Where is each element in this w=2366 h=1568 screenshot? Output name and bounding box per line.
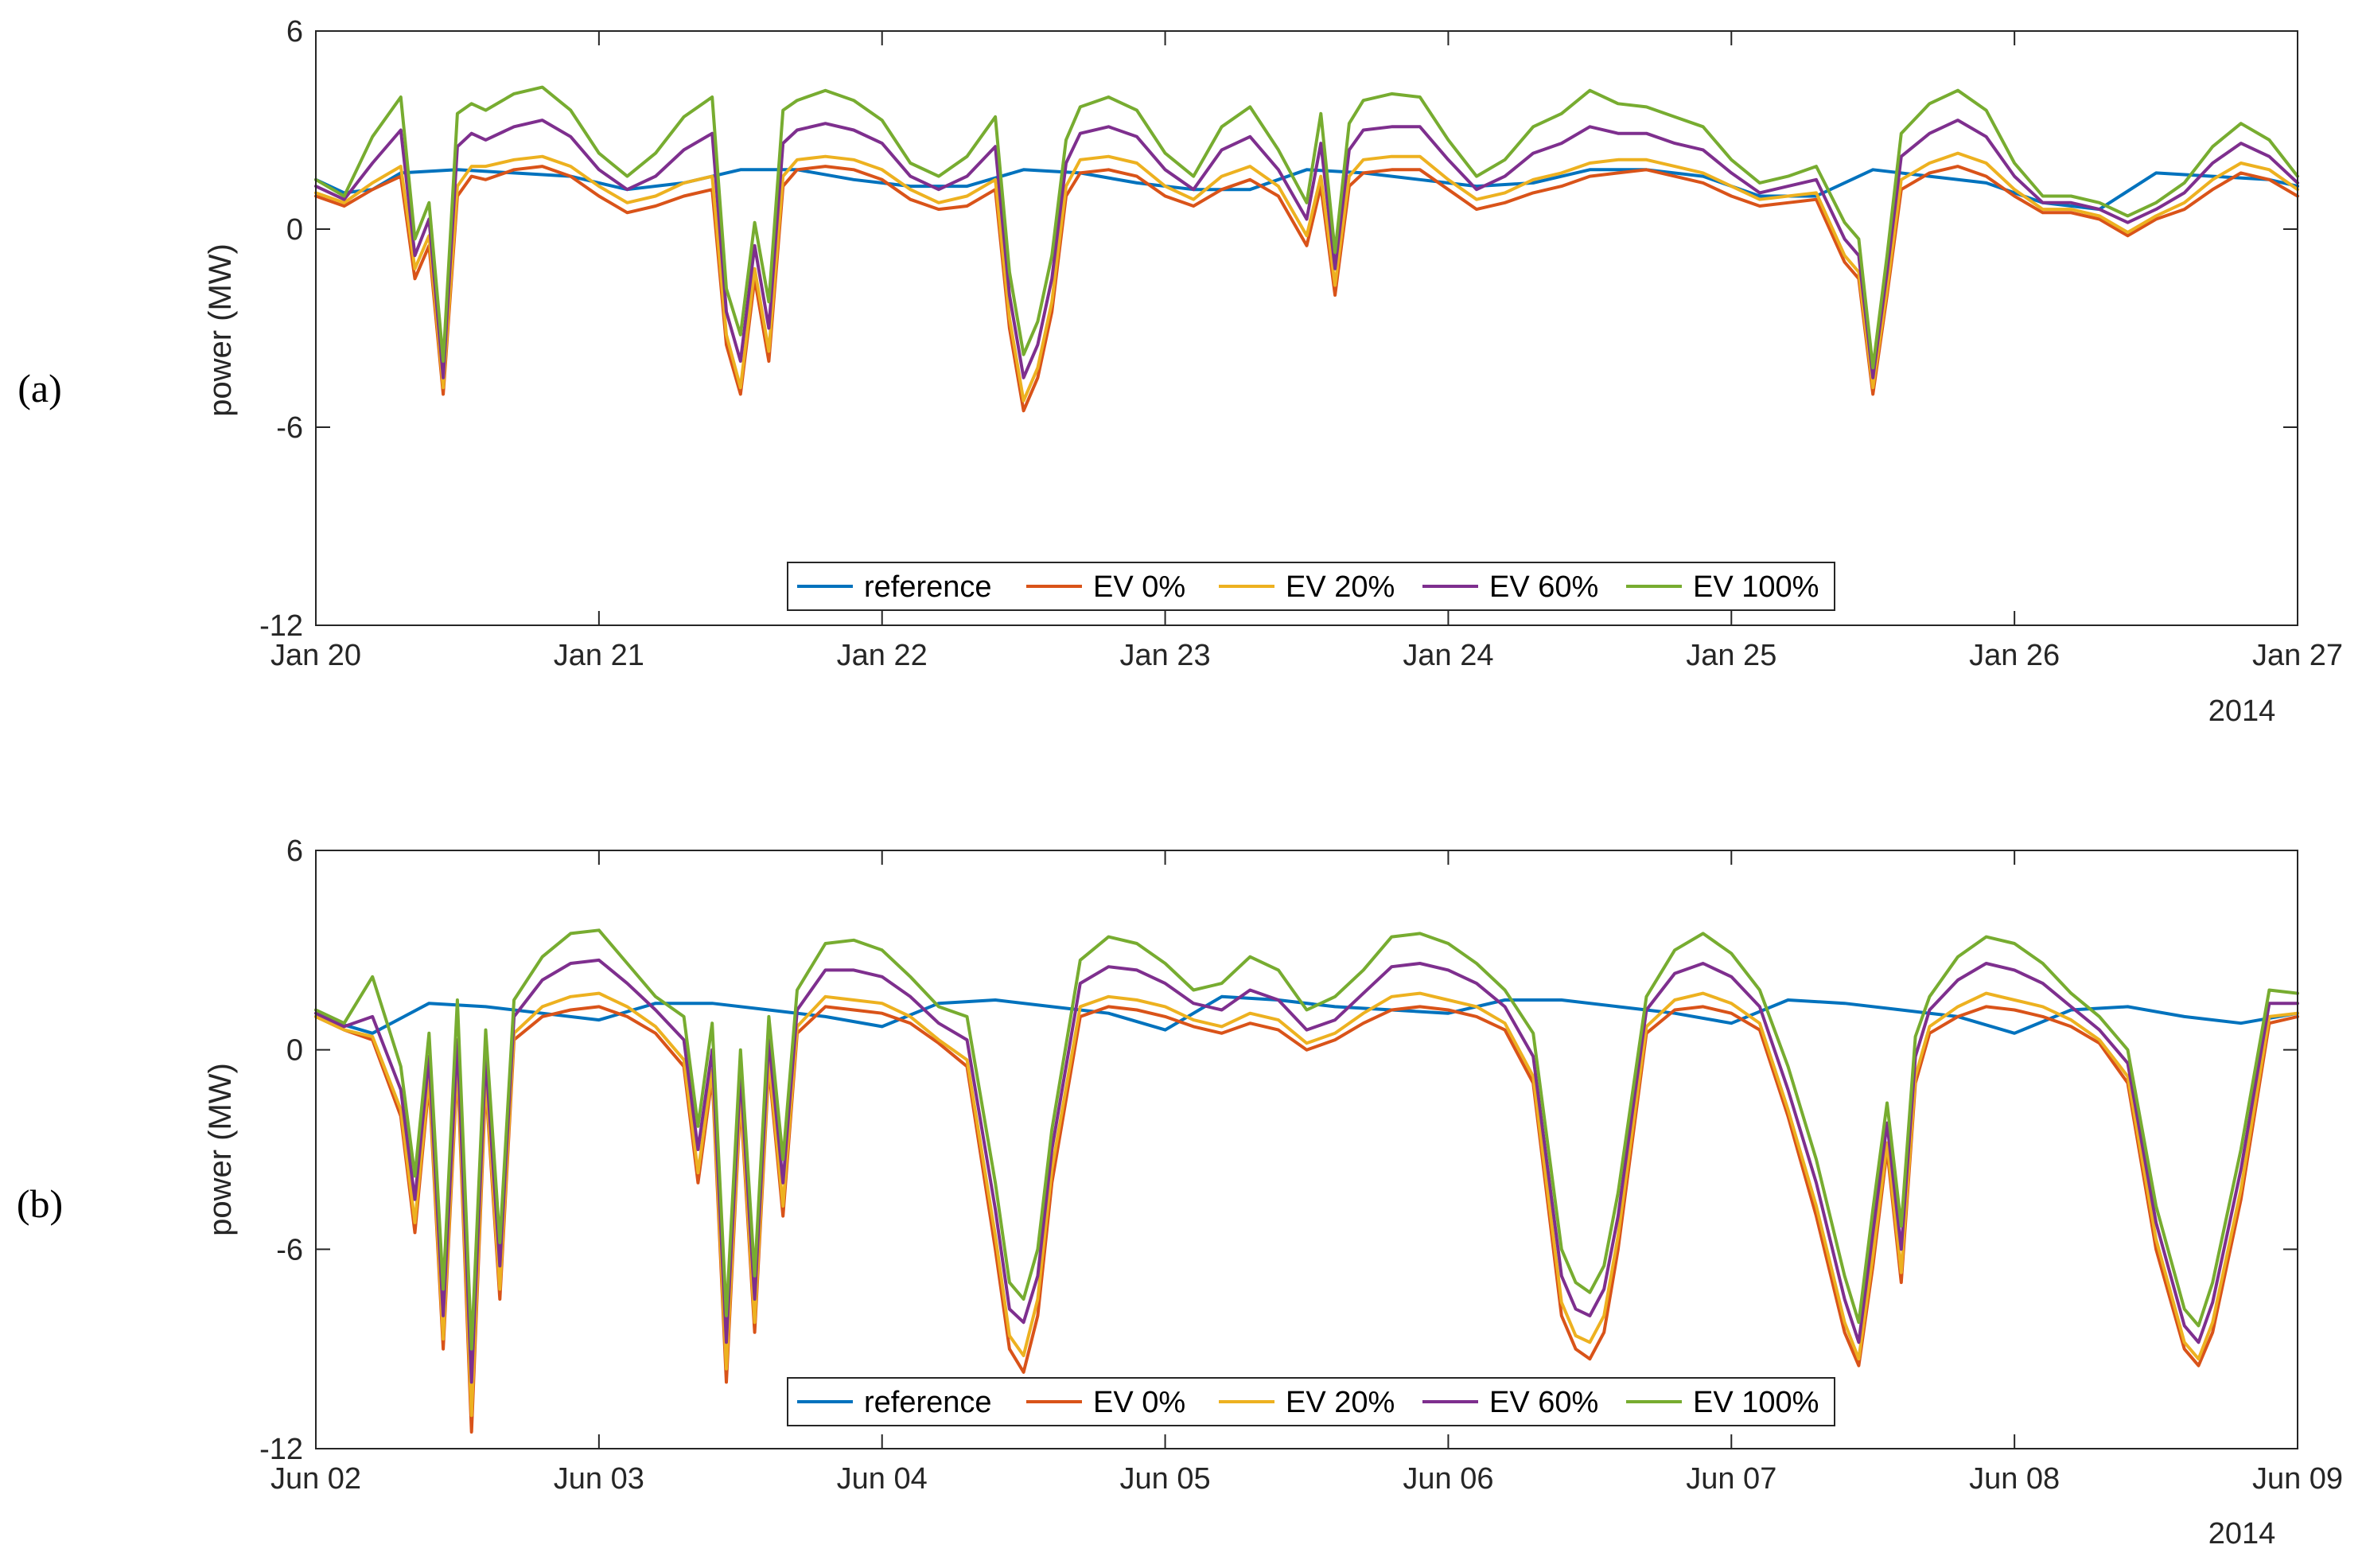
x-tick-label: Jan 21: [554, 639, 644, 672]
x-tick-label: Jun 08: [1969, 1462, 2060, 1496]
series-layer: [314, 85, 2299, 413]
series-line-reference: [314, 168, 2299, 212]
series-line-ev-0: [314, 165, 2299, 413]
series-line-ev-20: [314, 151, 2299, 403]
legend-label: EV 0%: [1093, 1386, 1185, 1419]
year-label: 2014: [2208, 1517, 2276, 1550]
legend[interactable]: reference EV 0% EV 20% EV 60% EV 100%: [787, 1377, 1835, 1426]
y-tick-label: -6: [276, 411, 303, 445]
panel-label: (a): [18, 366, 62, 410]
legend-label: EV 100%: [1693, 570, 1819, 604]
series-line-ev-20: [314, 991, 2299, 1418]
legend-label: reference: [864, 570, 992, 604]
x-tick-label: Jun 06: [1403, 1462, 1493, 1496]
panel-label: (b): [17, 1181, 63, 1226]
x-tick-label: Jun 09: [2252, 1462, 2343, 1496]
series-line-ev-0: [314, 1005, 2299, 1434]
legend-label: reference: [864, 1386, 992, 1419]
ticks-layer: -12 -6 0 6 Jun 02 Jun 03 Jun 04 Jun 05 Jun 06 Jun…: [259, 835, 2343, 1496]
legend-label: EV 60%: [1489, 1386, 1598, 1419]
y-axis-label: power (MW): [203, 1063, 238, 1236]
x-tick-label: Jan 22: [837, 639, 928, 672]
x-tick-label: Jan 26: [1969, 639, 2060, 672]
x-tick-label: Jan 23: [1120, 639, 1211, 672]
y-tick-label: -12: [259, 609, 303, 643]
series-line-ev-60: [314, 119, 2299, 379]
series-line-ev-60: [314, 958, 2299, 1384]
y-tick-label: -12: [259, 1433, 303, 1466]
legend-label: EV 100%: [1693, 1386, 1819, 1419]
plot-frame: [315, 30, 2298, 626]
series-line-reference: [314, 994, 2299, 1035]
x-tick-label: Jan 27: [2252, 639, 2343, 672]
year-label: 2014: [2208, 695, 2276, 728]
x-tick-label: Jun 03: [554, 1462, 644, 1496]
y-tick-label: -6: [276, 1233, 303, 1266]
legend-label: EV 20%: [1286, 1386, 1395, 1419]
y-tick-label: 6: [286, 15, 303, 49]
series-line-ev-100: [314, 928, 2299, 1351]
x-tick-label: Jun 04: [837, 1462, 928, 1496]
plot-frame: [315, 850, 2298, 1449]
panel-b: (b) power (MW) -12 -6 0 6 Jun 02 Jun 03 Jun 04…: [17, 835, 2343, 1550]
x-tick-label: Jun 07: [1686, 1462, 1776, 1496]
legend[interactable]: reference EV 0% EV 20% EV 60% EV 100%: [787, 562, 1835, 611]
x-tick-label: Jan 20: [270, 639, 361, 672]
legend-label: EV 60%: [1489, 570, 1598, 604]
x-tick-label: Jan 25: [1686, 639, 1776, 672]
legend-label: EV 20%: [1286, 570, 1395, 604]
y-tick-label: 6: [286, 835, 303, 868]
series-layer: [314, 928, 2299, 1434]
ticks-layer: -12 -6 0 6 Jan 20 Jan 21 Jan 22 Jan 23 Jan 24 Jan…: [259, 15, 2343, 672]
x-tick-label: Jun 05: [1120, 1462, 1211, 1496]
y-tick-label: 0: [286, 1034, 303, 1068]
series-line-ev-100: [314, 85, 2299, 370]
x-tick-label: Jan 24: [1403, 639, 1493, 672]
legend-label: EV 0%: [1093, 570, 1185, 604]
y-tick-label: 0: [286, 213, 303, 247]
y-axis-label: power (MW): [203, 243, 238, 417]
x-tick-label: Jun 02: [270, 1462, 361, 1496]
panel-a: (a) power (MW) -12 -6 0 6 Jan 20 Jan 21 Jan 22…: [18, 15, 2343, 728]
